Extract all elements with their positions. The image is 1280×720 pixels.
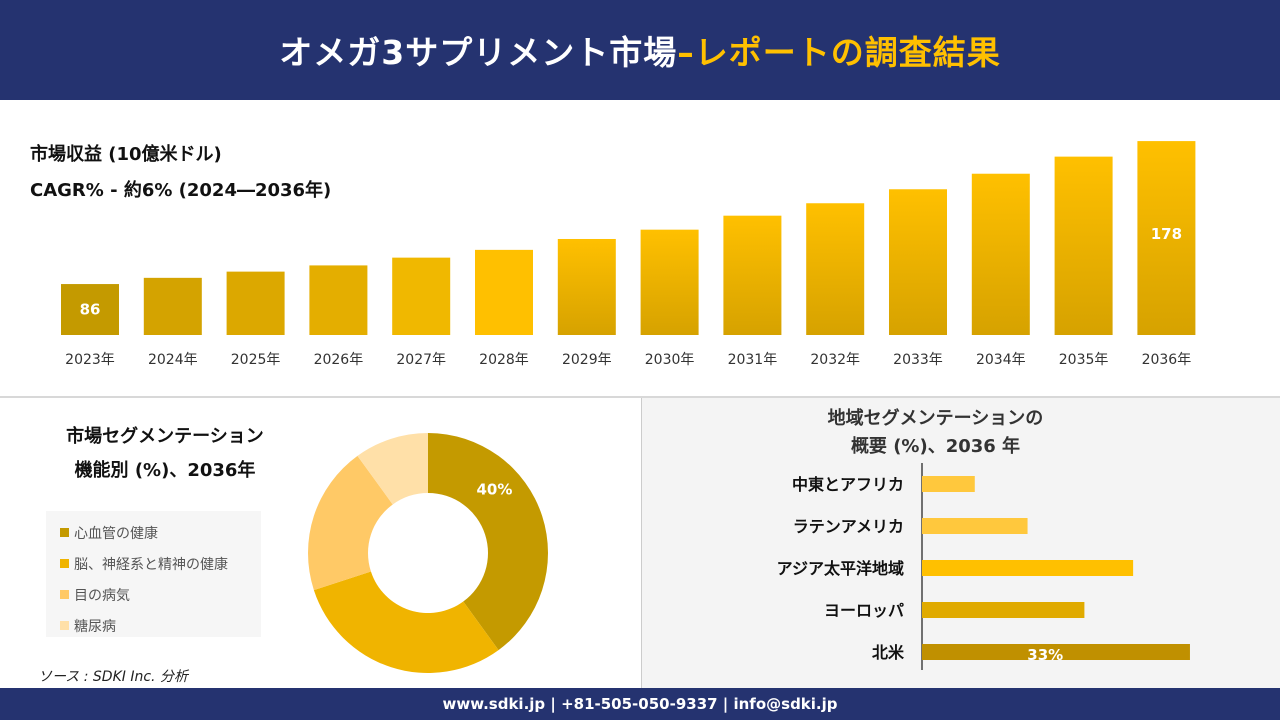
- bar-2036年: [1137, 141, 1196, 335]
- data-label: 33%: [1027, 646, 1063, 664]
- x-tick-label: 2027年: [396, 352, 446, 368]
- segment-title: 市場セグメンテーション 機能別 (%)、2036年: [30, 420, 300, 488]
- bar-2033年: [889, 189, 947, 335]
- bar-ラテンアメリカ: [922, 518, 1028, 534]
- section-divider: [0, 396, 1280, 398]
- source-note: ソース : SDKI Inc. 分析: [38, 669, 188, 685]
- legend-item: 目の病気: [60, 579, 261, 610]
- x-tick-label: 2035年: [1059, 352, 1109, 368]
- legend-label: 脳、神経系と精神の健康: [74, 556, 228, 573]
- donut-slice-0: [428, 433, 548, 651]
- y-tick-label: 北米: [872, 643, 905, 662]
- bar-中東とアフリカ: [922, 476, 975, 492]
- y-tick-label: アジア太平洋地域: [777, 559, 904, 578]
- x-tick-label: 2030年: [645, 352, 695, 368]
- region-title-line2: 概要 (%)、2036 年: [850, 436, 1021, 457]
- footer-contact: www.sdki.jp | +81-505-050-9337 | info@sd…: [0, 688, 1280, 720]
- revenue-title: 市場収益 (10億米ドル): [30, 144, 222, 165]
- donut-slice-1: [313, 571, 499, 673]
- legend-item: 糖尿病: [60, 610, 261, 641]
- x-tick-label: 2028年: [479, 352, 529, 368]
- legend-label: 目の病気: [74, 587, 130, 604]
- x-tick-label: 2024年: [148, 352, 198, 368]
- data-label: 178: [1151, 225, 1182, 243]
- x-tick-label: 2034年: [976, 352, 1026, 368]
- bar-北米: [922, 644, 1190, 660]
- legend-swatch: [60, 621, 69, 630]
- segment-donut-chart: 40%: [308, 433, 548, 673]
- page-header: オメガ3サプリメント市場 –レポートの調査結果: [0, 0, 1280, 100]
- x-tick-label: 2025年: [231, 352, 281, 368]
- bar-2030年: [640, 229, 699, 335]
- bar-アジア太平洋地域: [922, 560, 1134, 576]
- segment-title-line2: 機能別 (%)、2036年: [74, 460, 256, 481]
- bar-ヨーロッパ: [922, 602, 1085, 618]
- segment-title-line1: 市場セグメンテーション: [66, 426, 264, 447]
- x-tick-label: 2026年: [314, 352, 364, 368]
- legend-swatch: [60, 528, 69, 537]
- bar-2032年: [806, 203, 865, 335]
- x-tick-label: 2033年: [893, 352, 943, 368]
- bar-2031年: [723, 215, 782, 335]
- bar-2025年: [226, 271, 285, 335]
- bar-2029年: [557, 238, 616, 335]
- legend-swatch: [60, 590, 69, 599]
- x-tick-label: 2029年: [562, 352, 612, 368]
- y-tick-label: ラテンアメリカ: [793, 517, 904, 536]
- bar-2028年: [475, 249, 533, 335]
- donut-slice-3: [357, 433, 428, 505]
- legend-item: 脳、神経系と精神の健康: [60, 548, 261, 579]
- region-title-line1: 地域セグメンテーションの: [827, 408, 1044, 429]
- donut-slice-2: [308, 455, 393, 591]
- x-tick-label: 2023年: [65, 352, 115, 368]
- bar-2026年: [309, 265, 368, 335]
- x-tick-label: 2031年: [728, 352, 778, 368]
- title-highlight: –レポートの調査結果: [677, 33, 1001, 72]
- legend-label: 心血管の健康: [74, 525, 158, 542]
- data-label: 40%: [476, 480, 512, 498]
- y-tick-label: ヨーロッパ: [824, 601, 904, 620]
- legend-label: 糖尿病: [74, 618, 116, 635]
- region-panel: [641, 398, 1280, 688]
- segment-legend: 心血管の健康脳、神経系と精神の健康 目の病気糖尿病: [46, 511, 261, 637]
- legend-swatch: [60, 559, 69, 568]
- region-title: 地域セグメンテーションの 概要 (%)、2036 年: [641, 405, 1280, 461]
- x-tick-label: 2032年: [810, 352, 860, 368]
- bar-2035年: [1054, 156, 1113, 335]
- data-label: 86: [80, 301, 101, 319]
- y-tick-label: 中東とアフリカ: [792, 475, 904, 494]
- bar-2024年: [143, 277, 202, 335]
- x-tick-label: 2036年: [1142, 352, 1192, 368]
- title-main: オメガ3サプリメント市場: [279, 33, 678, 72]
- bar-2034年: [971, 173, 1030, 335]
- bar-2023年: [61, 284, 119, 335]
- revenue-bar-chart: 2023年 86 2024年 2025年 2026年 2027年 2028年 2029年 203…: [61, 141, 1196, 368]
- legend-item: 心血管の健康: [60, 517, 261, 548]
- bar-2027年: [392, 257, 451, 335]
- cagr-text: CAGR% - 約6% (2024―2036年): [30, 180, 332, 201]
